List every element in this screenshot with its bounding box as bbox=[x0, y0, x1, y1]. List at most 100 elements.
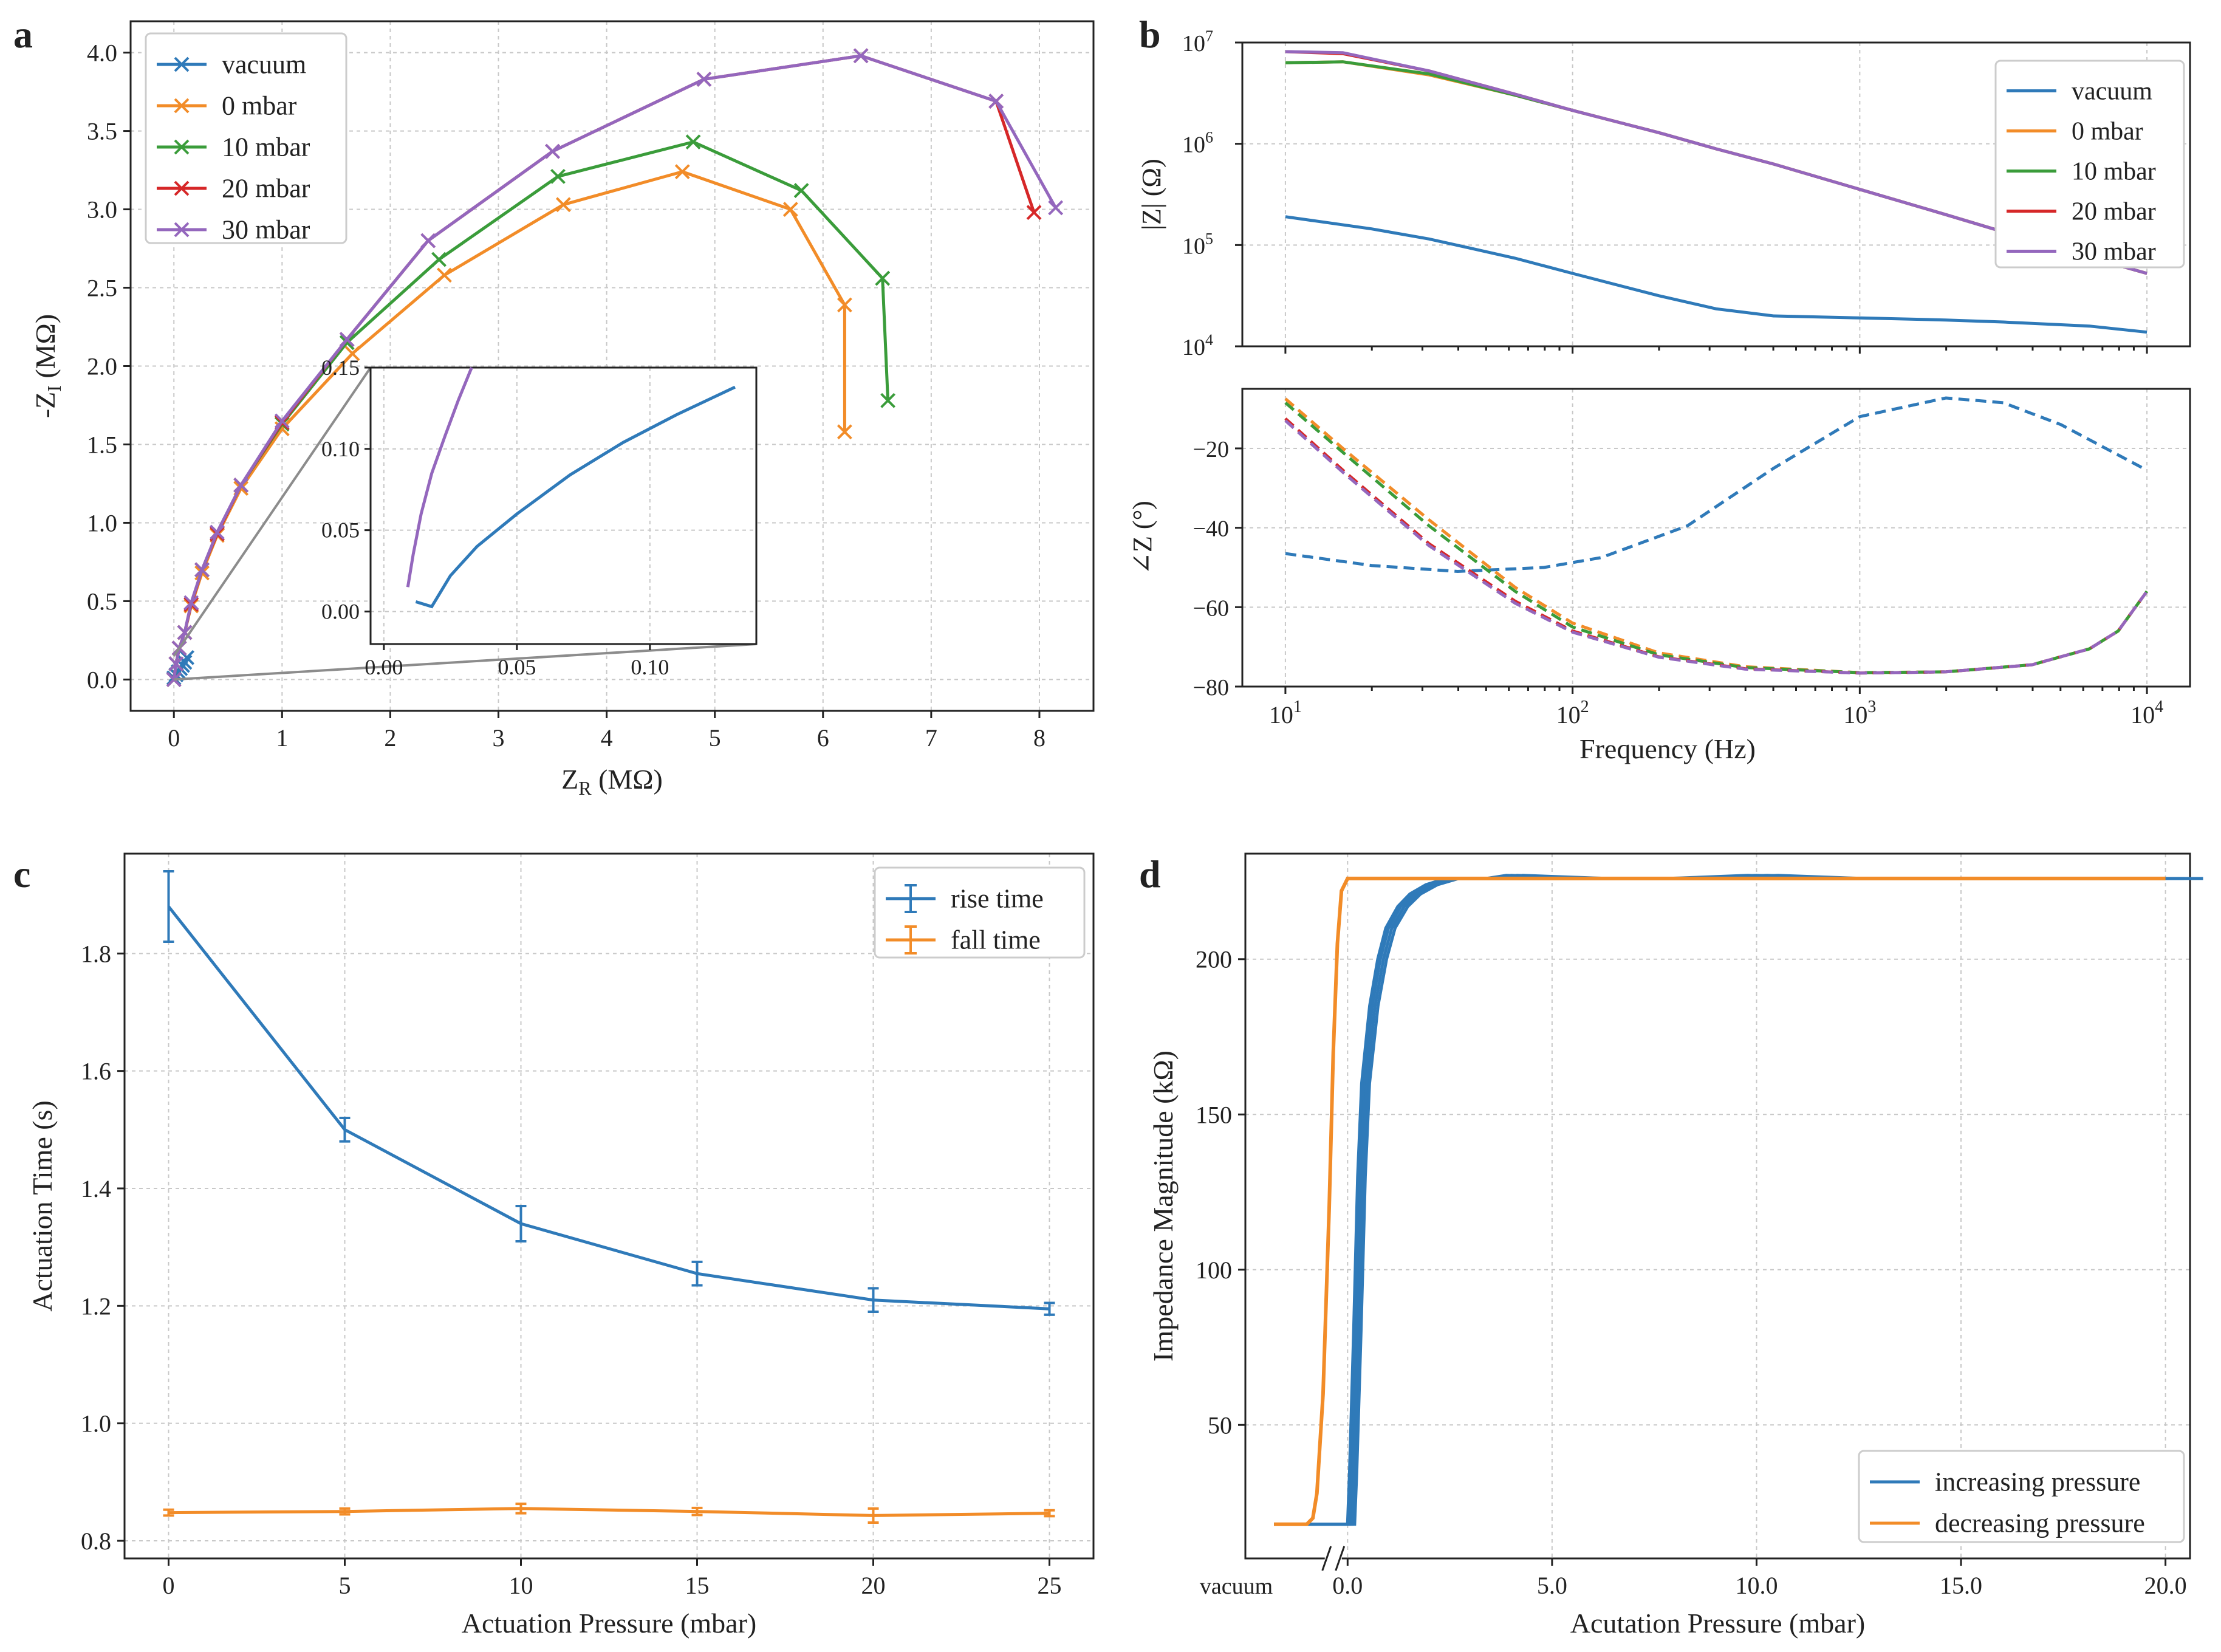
y-tick-label: 104 bbox=[1182, 331, 1213, 360]
data-point bbox=[339, 332, 355, 348]
x-tick-label: 15 bbox=[685, 1572, 710, 1599]
data-point bbox=[166, 671, 182, 687]
x-tick-label: 20.0 bbox=[2144, 1572, 2187, 1599]
y-tick-label: 150 bbox=[1196, 1101, 1232, 1128]
data-point bbox=[1048, 200, 1064, 216]
y-tick-label: 1.2 bbox=[81, 1292, 111, 1320]
data-point bbox=[782, 202, 798, 217]
series-line-increasing bbox=[1274, 874, 2185, 1526]
data-point bbox=[545, 143, 560, 159]
axis-break-mark bbox=[1321, 1546, 1346, 1571]
error-bar bbox=[163, 870, 174, 943]
error-bar bbox=[1044, 1509, 1055, 1518]
plot-frame bbox=[1244, 852, 2191, 1560]
data-point bbox=[420, 233, 436, 248]
series-line bbox=[1285, 215, 2147, 334]
series-line-increasing bbox=[1274, 874, 2150, 1526]
y-tick-label: 100 bbox=[1196, 1256, 1232, 1284]
y-tick-label: 4.0 bbox=[87, 39, 117, 67]
data-point bbox=[183, 595, 199, 611]
plot-frame bbox=[129, 20, 1095, 712]
x-tick-label: 5 bbox=[709, 724, 721, 752]
series-line bbox=[172, 54, 1057, 680]
panel-a: 0 1 2 3 4 5 6 7 8 0.0 0.5 1.0 1.5 2.0 2.5 3.0 3.5 4.0 ZR (… bbox=[30, 20, 1095, 799]
y-axis-label: -ZI (MΩ) bbox=[30, 314, 65, 418]
inset-y-tick-label: 0.05 bbox=[321, 518, 360, 543]
y-tick-label: −40 bbox=[1193, 516, 1229, 542]
inset-frame bbox=[369, 366, 758, 645]
legend-label: vacuum bbox=[2072, 77, 2152, 105]
x-tick-label: 2 bbox=[384, 724, 396, 752]
y-axis-label: Actuation Time (s) bbox=[27, 1100, 58, 1312]
y-axis-label-magnitude: |Z| (Ω) bbox=[1137, 159, 1166, 230]
x-axis-label: Actuation Pressure (mbar) bbox=[462, 1608, 756, 1639]
legend-box bbox=[1858, 1450, 2185, 1543]
x-tick-label: 15.0 bbox=[1940, 1572, 1982, 1599]
y-tick-label: 2.0 bbox=[87, 353, 117, 380]
series-line-dashed bbox=[1284, 417, 2149, 675]
y-tick-label: 2.5 bbox=[87, 275, 117, 302]
x-tick-label: 0 bbox=[163, 1572, 175, 1599]
data-point bbox=[988, 94, 1004, 109]
x-tick-label: 101 bbox=[1269, 697, 1302, 728]
legend-marker bbox=[174, 98, 190, 114]
y-tick-label: −20 bbox=[1193, 437, 1229, 462]
legend-marker bbox=[174, 57, 190, 72]
inset-series-line bbox=[415, 385, 736, 609]
x-tick-label: 0 bbox=[168, 724, 180, 752]
y-tick-label: 3.0 bbox=[87, 196, 117, 224]
y-axis-label: Impedance Magnitude (kΩ) bbox=[1148, 1050, 1179, 1362]
y-tick-label: 0.5 bbox=[87, 588, 117, 615]
series-line-increasing bbox=[1274, 874, 2203, 1526]
error-bar bbox=[339, 1117, 351, 1143]
data-point bbox=[344, 346, 360, 362]
inset-y-tick-label: 0.10 bbox=[321, 437, 360, 461]
legend-label: 30 mbar bbox=[222, 215, 310, 245]
legend-label: decreasing pressure bbox=[1935, 1509, 2145, 1538]
panel-label-b: b bbox=[1139, 13, 1161, 56]
legend-box bbox=[145, 32, 347, 244]
y-tick-label: 105 bbox=[1182, 230, 1213, 259]
inset-y-tick-label: 0.00 bbox=[321, 599, 360, 623]
legend-label: 0 mbar bbox=[2072, 117, 2143, 145]
y-tick-label: 200 bbox=[1196, 946, 1232, 973]
data-point bbox=[431, 252, 447, 267]
y-tick-label: 1.0 bbox=[81, 1410, 111, 1438]
panel-label-a: a bbox=[13, 13, 33, 56]
x-tick-label: 25 bbox=[1038, 1572, 1062, 1599]
legend-box bbox=[1994, 60, 2185, 269]
legend-label: 10 mbar bbox=[2072, 157, 2156, 185]
legend-label: fall time bbox=[951, 925, 1041, 955]
data-point bbox=[853, 48, 869, 64]
legend-label: 30 mbar bbox=[2072, 238, 2156, 266]
series-line-dashed bbox=[1284, 397, 2149, 674]
x-axis-label: Frequency (Hz) bbox=[1579, 733, 1756, 764]
data-point bbox=[674, 164, 690, 180]
inset-x-tick-label: 0.05 bbox=[498, 655, 536, 679]
error-bar bbox=[515, 1205, 527, 1242]
x-tick-label: 0.0 bbox=[1332, 1572, 1363, 1599]
legend-label: rise time bbox=[951, 884, 1044, 914]
legend-marker bbox=[174, 180, 190, 196]
x-tick-label: 1 bbox=[276, 724, 288, 752]
panel-b: 104 105 106 107 |Z| (Ω) vacuum 0 mbar 10 mbar 20… bbox=[1128, 27, 2191, 764]
y-tick-label: 3.5 bbox=[87, 118, 117, 145]
data-point bbox=[168, 656, 184, 672]
error-bar bbox=[868, 1507, 879, 1524]
y-tick-label: 0.0 bbox=[87, 666, 117, 693]
inset-x-tick-label: 0.10 bbox=[631, 655, 669, 679]
y-tick-label: 1.8 bbox=[81, 940, 111, 967]
series-line-dashed bbox=[1284, 419, 2149, 675]
error-bar bbox=[691, 1506, 703, 1517]
legend-label: 20 mbar bbox=[2072, 197, 2156, 225]
series-line-dashed bbox=[1284, 402, 2149, 674]
axis-break-gap bbox=[1324, 1555, 1342, 1562]
data-point bbox=[177, 625, 193, 640]
x-tick-label: 3 bbox=[493, 724, 505, 752]
inset-x-tick-label: 0.00 bbox=[364, 655, 403, 679]
legend-label: 0 mbar bbox=[222, 91, 297, 121]
inset-series-line bbox=[406, 367, 473, 588]
x-tick-label: 7 bbox=[925, 724, 937, 752]
data-point bbox=[550, 168, 566, 184]
data-point bbox=[837, 297, 852, 313]
